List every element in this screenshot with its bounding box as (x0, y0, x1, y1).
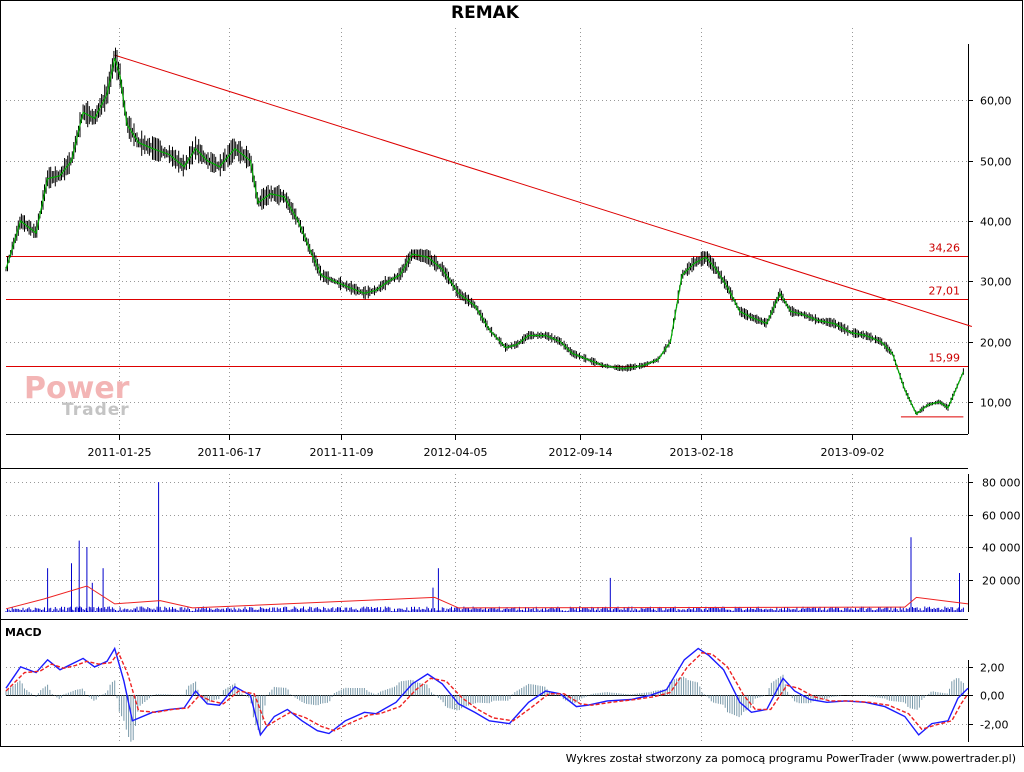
price-y-tick-label: 30,00 (980, 276, 1012, 289)
level-label: 27,01 (929, 285, 961, 298)
price-x-tick-label: 2011-06-17 (198, 446, 262, 459)
volume-y-tick-label: 60 000 (982, 510, 1021, 523)
level-label: 34,26 (929, 242, 961, 255)
macd-histogram (5, 674, 964, 742)
price-x-tick-label: 2013-09-02 (821, 446, 885, 459)
price-x-tick-label: 2011-11-09 (310, 446, 374, 459)
footer-credit: Wykres został stworzony za pomocą progra… (566, 752, 1016, 765)
macd-panel-title: MACD (5, 626, 42, 639)
chart-title: REMAK (451, 3, 520, 23)
price-y-tick-label: 20,00 (980, 337, 1012, 350)
price-x-tick-label: 2013-02-18 (670, 446, 734, 459)
price-x-tick-label: 2012-04-05 (424, 446, 488, 459)
price-y-tick-label: 50,00 (980, 156, 1012, 169)
macd-y-tick-label: 0,00 (980, 690, 1005, 703)
price-x-tick-label: 2012-09-14 (549, 446, 613, 459)
volume-y-tick-label: 20 000 (982, 575, 1021, 588)
volume-bars (5, 482, 964, 612)
price-wicks (5, 47, 964, 416)
watermark-trader: Trader (62, 400, 130, 420)
macd-y-tick-label: 2,00 (980, 662, 1005, 675)
volume-average-line (5, 585, 969, 610)
watermark-power: Power (24, 371, 130, 406)
volume-y-tick-label: 40 000 (982, 542, 1021, 555)
trend-line (114, 54, 973, 327)
price-y-tick-label: 10,00 (980, 397, 1012, 410)
volume-y-tick-label: 80 000 (982, 477, 1021, 490)
macd-y-tick-label: -2,00 (980, 719, 1008, 732)
macd-line (5, 646, 969, 737)
price-x-tick-label: 2011-01-25 (88, 446, 152, 459)
price-y-tick-label: 60,00 (980, 95, 1012, 108)
level-label: 15,99 (929, 352, 961, 365)
price-line (5, 57, 964, 415)
chart-border (0, 0, 1023, 747)
macd-signal-line (5, 651, 969, 732)
price-y-tick-label: 40,00 (980, 216, 1012, 229)
